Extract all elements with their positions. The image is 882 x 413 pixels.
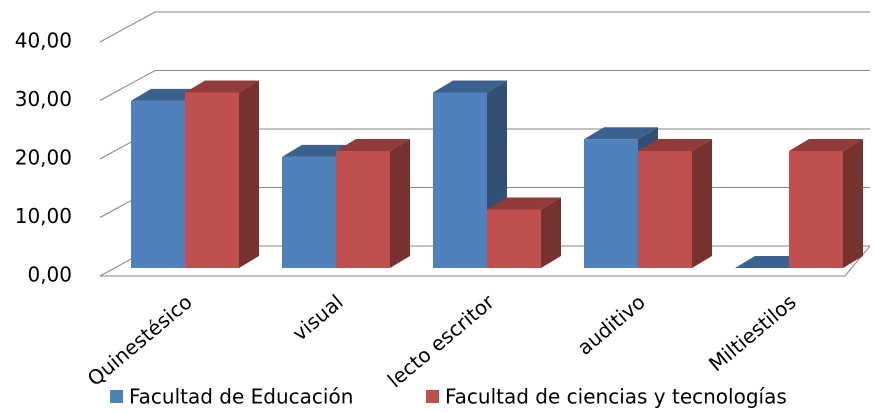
bar-top — [487, 197, 561, 210]
bar-front — [584, 139, 638, 268]
grid-line — [99, 70, 870, 101]
bar — [336, 139, 410, 268]
bar-top — [433, 80, 507, 93]
bar-side — [843, 139, 863, 268]
legend-label: Facultad de ciencias y tecnologías — [445, 385, 787, 409]
bar — [185, 80, 259, 268]
bar-top — [789, 139, 863, 151]
y-tick-label: 0,00 — [27, 263, 72, 287]
bar-side — [239, 80, 259, 268]
y-tick-label: 30,00 — [15, 87, 72, 111]
bar — [487, 197, 561, 268]
bar-front — [638, 151, 692, 268]
bar-side — [390, 139, 410, 268]
bar-front — [282, 156, 336, 268]
bar-top — [336, 139, 410, 151]
bar-side — [541, 197, 561, 268]
bar-front — [131, 100, 185, 268]
grid-line — [99, 11, 870, 43]
x-tick-label: lecto escritor — [383, 289, 499, 392]
bar-front — [185, 92, 239, 268]
bar-front — [487, 209, 541, 268]
y-tick-label: 40,00 — [15, 29, 72, 53]
x-tick-label: auditivo — [573, 290, 650, 360]
bar-top — [638, 139, 712, 151]
y-tick-label: 10,00 — [15, 204, 72, 228]
bar — [433, 80, 507, 268]
legend-swatch — [426, 390, 439, 403]
bar-side — [692, 139, 712, 268]
legend-swatch — [110, 390, 123, 403]
legend-label: Facultad de Educación — [129, 385, 353, 409]
bar-front — [789, 151, 843, 268]
bar — [638, 139, 712, 268]
bar-top — [185, 80, 259, 93]
bar-front — [336, 151, 390, 268]
y-tick-label: 20,00 — [15, 146, 72, 170]
x-tick-label: Quinestésico — [83, 290, 197, 391]
bar-top — [584, 127, 658, 140]
bar — [789, 139, 863, 268]
bar-front — [433, 92, 487, 268]
x-tick-label: visual — [288, 290, 348, 346]
x-tick-label: Miltiestilos — [704, 290, 801, 377]
